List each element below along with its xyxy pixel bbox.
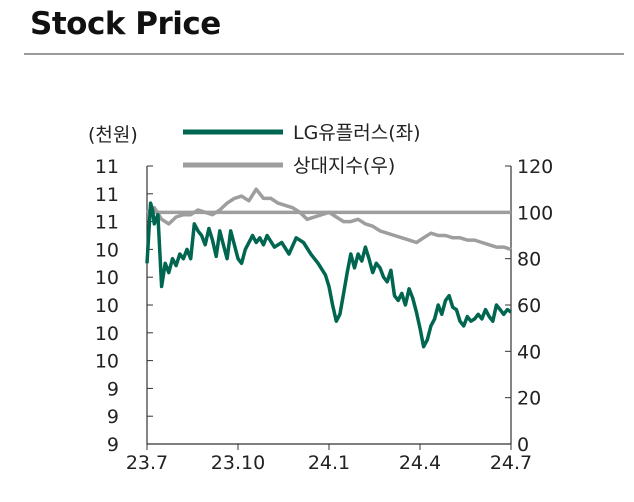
title-divider: [24, 53, 624, 55]
y-right-tick-label: 0: [517, 434, 529, 456]
legend-label-primary: LG유플러스(좌): [293, 122, 421, 144]
y-left-tick-label: 10: [95, 239, 119, 261]
y-left-tick-label: 10: [95, 323, 119, 345]
y-left-tick-label: 9: [107, 406, 119, 428]
y-left-tick-label: 9: [107, 434, 119, 456]
y-left-tick-label: 9: [107, 378, 119, 400]
y-right-tick-label: 60: [517, 295, 541, 317]
y-left-tick-label: 11: [95, 212, 119, 234]
y-left-tick-label: 10: [95, 267, 119, 289]
y-left-tick-label: 10: [95, 295, 119, 317]
y-right-tick-label: 120: [517, 156, 553, 178]
x-tick-label: 24.4: [399, 452, 441, 474]
y-left-tick-label: 11: [95, 184, 119, 206]
page-title: Stock Price: [30, 6, 221, 42]
legend-label-relative: 상대지수(우): [293, 155, 395, 177]
y-right-tick-label: 20: [517, 388, 541, 410]
x-tick-label: 24.1: [308, 452, 350, 474]
series-line-relative-index: [146, 187, 512, 252]
x-tick-label: 24.7: [490, 452, 532, 474]
y-left-tick-label: 10: [95, 351, 119, 373]
series-line-lg-uplus: [145, 201, 512, 349]
y-axis-right-ticks: 0 20 40 60 80 100 120: [505, 156, 553, 456]
y-right-tick-label: 40: [517, 341, 541, 363]
left-axis-unit: (천원): [88, 124, 138, 146]
y-right-tick-label: 100: [517, 202, 553, 224]
y-left-tick-label: 11: [95, 156, 119, 178]
x-tick-label: 23.7: [126, 452, 168, 474]
x-axis-ticks: 23.7 23.10 24.1 24.4 24.7: [126, 444, 532, 474]
legend: LG유플러스(좌) 상대지수(우): [183, 122, 421, 177]
y-right-tick-label: 80: [517, 249, 541, 271]
x-tick-label: 23.10: [211, 452, 265, 474]
y-axis-left-ticks: 9 9 9 10 10 10 10 10 11 11 11: [95, 156, 153, 456]
